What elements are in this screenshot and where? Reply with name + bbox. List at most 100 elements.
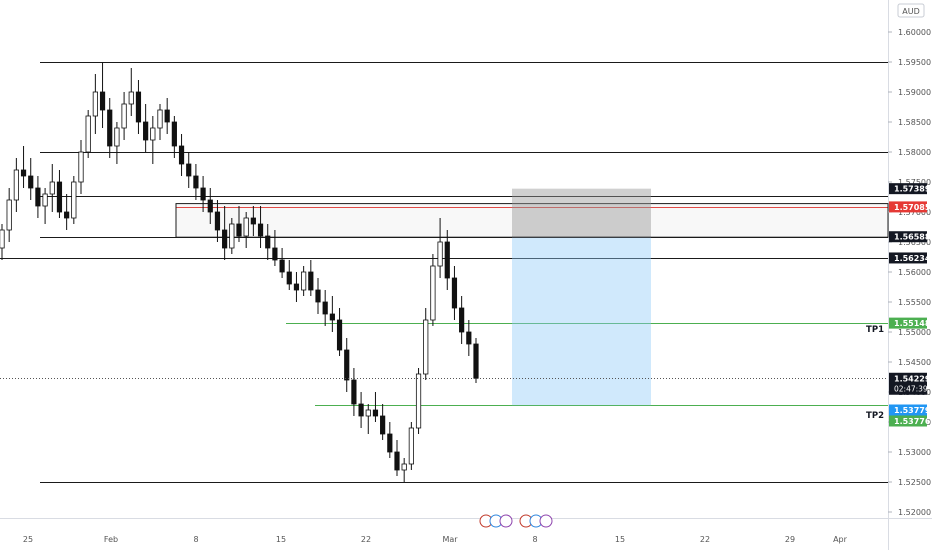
- candle-body: [415, 373, 422, 429]
- candle-body: [121, 103, 127, 129]
- candle-body: [186, 163, 192, 177]
- candle-body: [301, 271, 307, 291]
- candle-body: [222, 229, 228, 249]
- supply-zone: [175, 203, 889, 238]
- y-tick-label: 1.53000: [898, 448, 931, 457]
- y-tick-label: 1.57500: [898, 178, 931, 187]
- candle-body: [451, 277, 458, 309]
- candle-body: [128, 91, 134, 105]
- y-tick-label: 1.60000: [898, 28, 931, 37]
- candle-body: [178, 145, 185, 165]
- y-tick-label: 1.56500: [898, 238, 931, 247]
- time-axis-ticks: 25 Feb 8 15 22 Mar 8 15 22 29 Apr: [23, 535, 848, 544]
- tp-label: TP2: [866, 411, 884, 421]
- candle-body: [293, 283, 300, 291]
- candle-body: [315, 289, 321, 303]
- take-profit-area[interactable]: [512, 237, 651, 406]
- candle-body: [286, 271, 292, 285]
- candle-body: [437, 241, 443, 267]
- candle-body: [243, 217, 249, 237]
- event-icons[interactable]: [479, 514, 553, 528]
- candle-body: [279, 259, 285, 273]
- candle-body: [229, 223, 235, 249]
- candle-body: [336, 319, 343, 351]
- candle-body: [49, 181, 55, 195]
- candle-body: [430, 265, 436, 321]
- candlesticks: [0, 62, 479, 482]
- price-label-box: [889, 372, 927, 395]
- take-profit-lines: [286, 323, 888, 406]
- candle-body: [42, 193, 48, 207]
- price-label-text: 1.53776: [894, 417, 931, 426]
- price-label-box: [889, 404, 927, 416]
- candle-body: [92, 91, 98, 117]
- candle-body: [164, 109, 170, 123]
- x-tick-label: Feb: [104, 535, 118, 544]
- price-label-text: 1.56234: [894, 254, 931, 263]
- candle-body: [20, 169, 27, 177]
- candle-body: [107, 109, 113, 147]
- candle-body: [157, 109, 163, 129]
- currency-badge[interactable]: AUD: [897, 3, 925, 18]
- y-tick-label: 1.55000: [898, 328, 931, 337]
- candle-body: [56, 181, 63, 213]
- candle-body: [99, 91, 106, 111]
- candle-body: [236, 223, 242, 237]
- y-tick-label: 1.56000: [898, 268, 931, 277]
- price-label-text: 1.55148: [894, 319, 931, 328]
- candle-body: [372, 409, 379, 417]
- tp-label: TP1: [866, 325, 884, 335]
- price-label-box: [889, 252, 927, 264]
- price-label-box: [889, 231, 927, 243]
- price-label-text: 1.57389: [894, 185, 931, 194]
- candle-body: [358, 403, 364, 417]
- x-tick-label: 25: [23, 535, 33, 544]
- candle-body: [329, 313, 335, 321]
- candle-body: [78, 151, 84, 183]
- candle-body: [64, 211, 70, 219]
- candle-body: [171, 121, 177, 147]
- price-label-box: [889, 317, 927, 329]
- candle-body: [150, 127, 156, 141]
- candle-body: [13, 169, 19, 201]
- candle-body: [28, 175, 34, 189]
- x-tick-label: 22: [700, 535, 710, 544]
- y-tick-label: 1.58500: [898, 118, 931, 127]
- price-axis-labels: 1.57389 1.57085 1.56588 1.56234 1.55148 1.542…: [889, 183, 931, 427]
- candle-body: [35, 187, 41, 207]
- price-axis-ticks: 1.60000 1.59500 1.59000 1.58500 1.58000 1.575…: [888, 28, 931, 517]
- x-tick-label: 8: [193, 535, 198, 544]
- stop-loss-area[interactable]: [512, 188, 651, 238]
- y-tick-label: 1.58000: [898, 148, 931, 157]
- candle-body: [0, 229, 5, 249]
- event-icon[interactable]: [499, 514, 513, 528]
- price-label-text: 1.53779: [894, 406, 931, 415]
- candle-body: [459, 307, 465, 333]
- x-tick-label: 15: [276, 535, 286, 544]
- candle-body: [143, 121, 149, 141]
- short-position-tool[interactable]: [512, 188, 651, 406]
- zone-rect: [175, 203, 889, 238]
- event-icon[interactable]: [539, 514, 553, 528]
- price-label-box: [889, 201, 927, 213]
- candle-body: [351, 379, 357, 405]
- price-label-text: 1.54229: [894, 374, 931, 383]
- candle-body: [200, 187, 206, 201]
- candle-body: [466, 331, 472, 345]
- price-label-text: 1.57085: [894, 203, 931, 212]
- price-label-text: 1.56588: [894, 233, 931, 242]
- candle-body: [394, 451, 400, 471]
- y-tick-label: 1.55500: [898, 298, 931, 307]
- candle-body: [135, 91, 142, 123]
- price-label-box: [889, 415, 927, 427]
- price-label-box: [889, 183, 927, 195]
- x-tick-label: Mar: [442, 535, 458, 544]
- candle-body: [444, 241, 450, 279]
- candle-body: [257, 223, 264, 237]
- candle-body: [473, 343, 479, 379]
- y-tick-label: 1.52000: [898, 508, 931, 517]
- x-tick-label: 22: [361, 535, 371, 544]
- candle-body: [207, 199, 213, 213]
